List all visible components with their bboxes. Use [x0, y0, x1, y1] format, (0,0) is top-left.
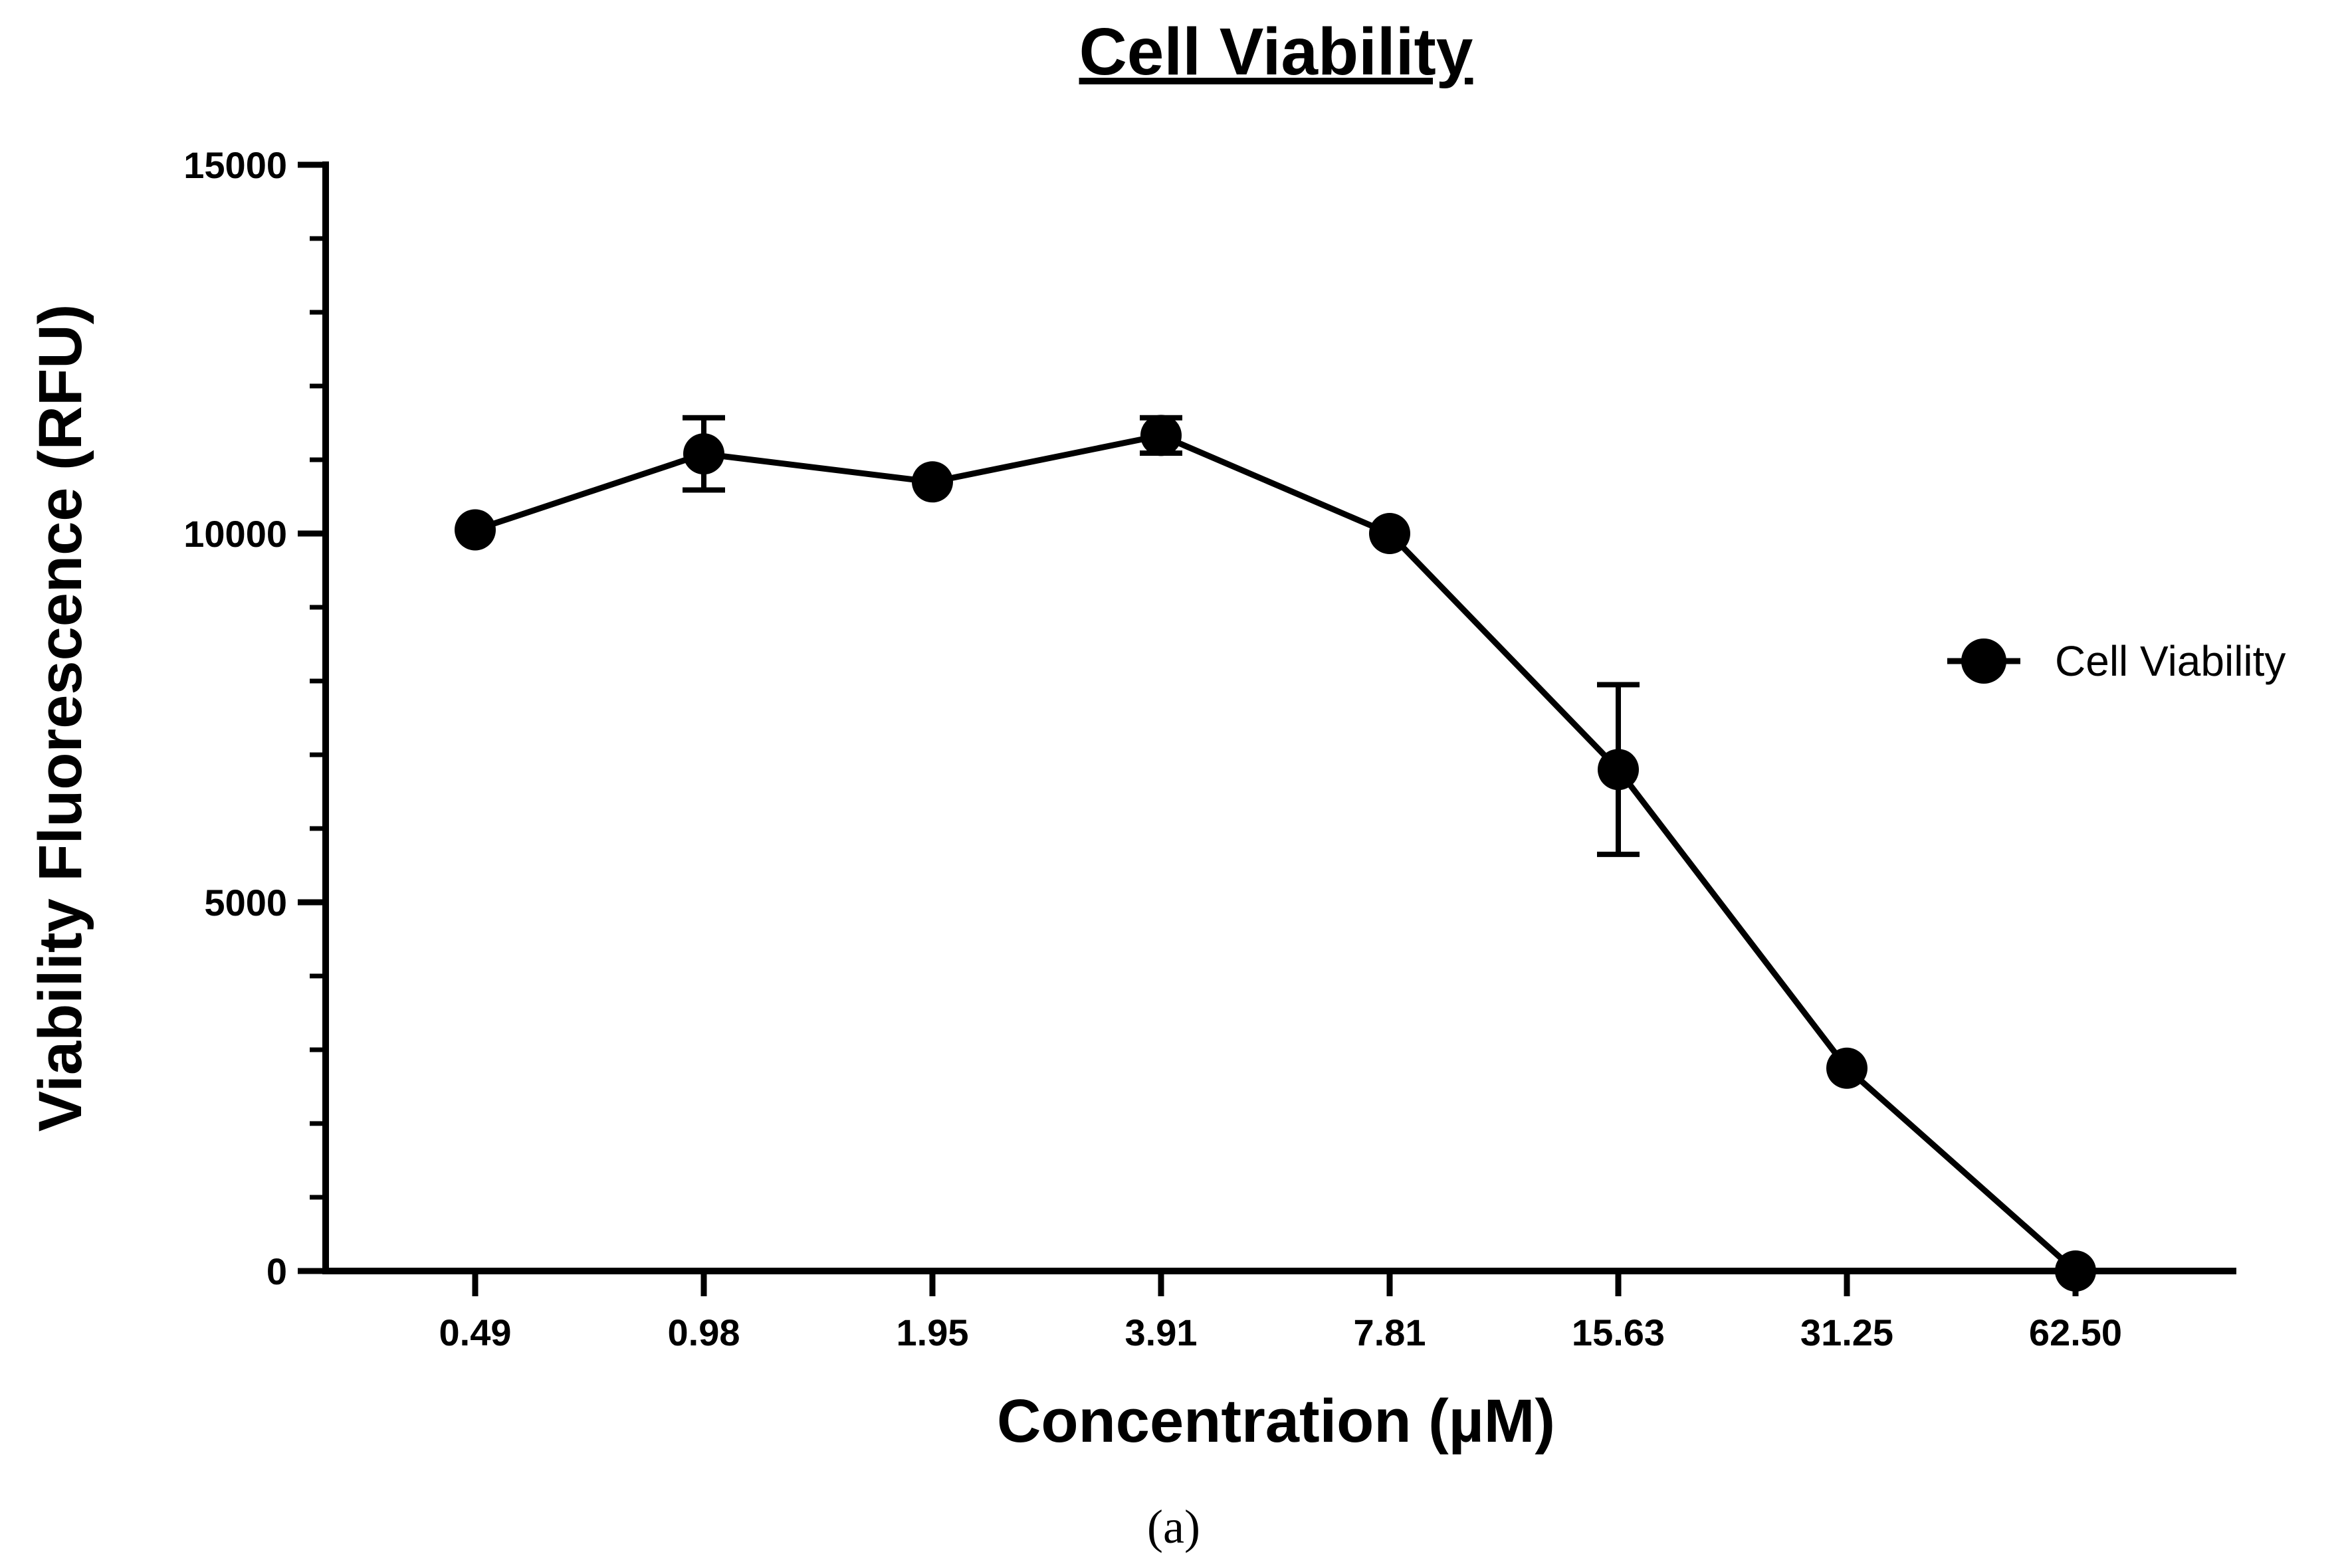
y-tick-label: 10000	[183, 513, 287, 555]
x-tick-label: 15.63	[1572, 1312, 1665, 1353]
data-point	[683, 433, 724, 475]
x-tick-label: 0.49	[439, 1312, 512, 1353]
series-line	[474, 432, 2078, 1274]
x-tick-label: 0.98	[668, 1312, 740, 1353]
data-point	[455, 509, 496, 551]
y-tick-label: 5000	[204, 882, 287, 924]
axes	[322, 161, 2236, 1274]
y-tick-label: 0	[267, 1250, 287, 1292]
legend-marker	[1961, 638, 2006, 684]
legend-label: Cell Viability	[2055, 637, 2286, 685]
chart-title: Cell Viability	[1079, 15, 1473, 89]
data-point	[912, 461, 953, 503]
x-tick-label: 7.81	[1354, 1312, 1426, 1353]
x-ticks: 0.49 0.98 1.95 3.91 7.81 15.63 31.25 62.50	[439, 1271, 2122, 1353]
x-axis-label: Concentration (µM)	[997, 1387, 1555, 1455]
x-tick-label: 62.50	[2029, 1312, 2122, 1353]
data-point	[1826, 1047, 1868, 1089]
figure-caption: (a)	[1147, 1500, 1200, 1553]
x-tick-label: 1.95	[897, 1312, 969, 1353]
y-axis-label: Viability Fluorescence (RFU)	[27, 304, 94, 1132]
x-tick-label: 3.91	[1125, 1312, 1198, 1353]
data-point	[1598, 749, 1639, 791]
series-layer	[455, 415, 2096, 1292]
data-point	[1140, 415, 1182, 456]
y-tick-label: 15000	[183, 144, 287, 186]
y-ticks: 0 5000 10000 15000	[183, 144, 326, 1292]
legend: Cell Viability	[1947, 637, 2286, 685]
data-point	[1369, 513, 1410, 554]
x-tick-label: 31.25	[1800, 1312, 1893, 1353]
data-point	[2055, 1250, 2096, 1292]
